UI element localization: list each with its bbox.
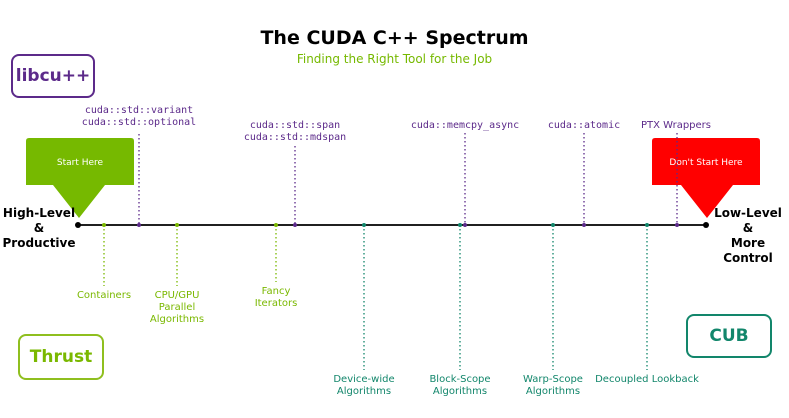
libcu-item-variant-optional: cuda::std::variant cuda::std::optional — [81, 105, 197, 128]
dont-start-here-arrow: Don't Start Here — [652, 138, 760, 218]
end-left-line: Productive — [2, 236, 76, 250]
end-right-line: & — [742, 221, 754, 235]
end-left-line: High-Level — [2, 206, 76, 220]
dont-start-here-label: Don't Start Here — [669, 158, 743, 168]
cub-item-device-wide: Device-wide Algorithms — [333, 374, 395, 397]
high-level-productive-label: High-Level & Productive — [2, 206, 76, 251]
thrust-item-fancy-iterators: Fancy Iterators — [254, 286, 298, 309]
end-right-line: More Control — [723, 236, 773, 265]
spectrum-right-end — [703, 222, 709, 228]
end-left-line: & — [33, 221, 45, 235]
thrust-library-box: Thrust — [18, 334, 104, 380]
spectrum-left-end — [75, 222, 81, 228]
libcu-item-atomic: cuda::atomic — [547, 120, 621, 131]
cub-item-warp-scope: Warp-Scope Algorithms — [523, 374, 583, 397]
start-here-label: Start Here — [57, 158, 104, 168]
libcu-library-box: libcu++ — [11, 54, 95, 98]
libcu-item-span-mdspan: cuda::std::span cuda::std::mdspan — [243, 120, 347, 143]
libcu-item-ptx-wrappers: PTX Wrappers — [640, 120, 711, 131]
libcu-item-memcpy-async: cuda::memcpy_async — [410, 120, 520, 131]
diagram-title: The CUDA C++ Spectrum — [260, 27, 529, 49]
thrust-item-parallel-algorithms: CPU/GPU Parallel Algorithms — [149, 290, 205, 325]
thrust-item-containers: Containers — [76, 290, 132, 301]
cub-library-box: CUB — [686, 314, 772, 358]
cub-item-decoupled-lookback: Decoupled Lookback — [595, 374, 699, 385]
start-here-arrow: Start Here — [26, 138, 134, 218]
end-right-line: Low-Level — [714, 206, 782, 220]
cub-item-block-scope: Block-Scope Algorithms — [429, 374, 491, 397]
diagram-subtitle: Finding the Right Tool for the Job — [296, 52, 493, 66]
low-level-control-label: Low-Level & More Control — [704, 206, 789, 266]
